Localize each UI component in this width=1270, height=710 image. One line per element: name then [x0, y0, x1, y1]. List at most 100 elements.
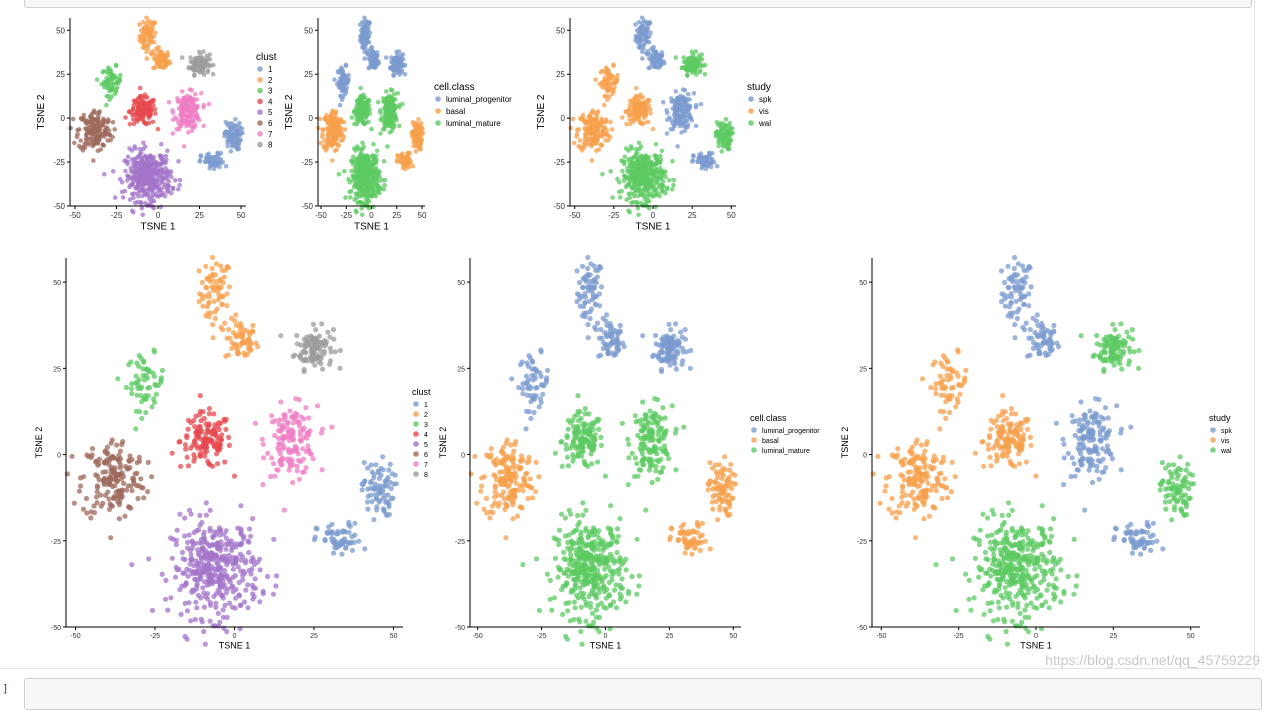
scatter-point	[219, 302, 224, 307]
scatter-point	[152, 349, 157, 354]
legend-label: luminal_progenitor	[446, 95, 512, 104]
scatter-point	[658, 166, 663, 171]
scatter-point	[152, 199, 157, 204]
scatter-point	[379, 473, 384, 478]
scatter-point	[568, 126, 573, 131]
scatter-point	[646, 169, 651, 174]
scatter-point	[142, 377, 147, 382]
scatter-point	[92, 510, 97, 515]
scatter-point	[216, 611, 221, 616]
scatter-point	[324, 113, 329, 118]
scatter-point	[656, 170, 661, 175]
scatter-point	[146, 19, 151, 24]
scatter-point	[219, 432, 224, 437]
scatter-point	[84, 135, 89, 140]
scatter-point	[394, 57, 399, 62]
x-tick-label: 0	[369, 211, 374, 220]
scatter-point	[694, 105, 699, 110]
scatter-point	[137, 22, 142, 27]
scatter-point	[703, 72, 708, 77]
legend-label: 5	[268, 108, 273, 117]
scatter-point	[111, 477, 116, 482]
scatter-point	[648, 65, 653, 70]
scatter-point	[366, 35, 371, 40]
scatter-point	[362, 56, 367, 61]
scatter-point	[687, 68, 692, 73]
scatter-point	[110, 467, 115, 472]
scatter-point	[160, 368, 165, 373]
scatter-point	[141, 141, 146, 146]
y-tick-label: 25	[556, 70, 565, 79]
legend-key	[435, 96, 441, 102]
scatter-point	[144, 166, 149, 171]
scatter-point	[216, 153, 221, 158]
scatter-point	[106, 117, 111, 122]
scatter-point	[639, 166, 644, 171]
scatter-point	[335, 529, 340, 534]
scatter-point	[371, 154, 376, 159]
scatter-point	[180, 55, 185, 60]
scatter-point	[365, 39, 370, 44]
scatter-point	[134, 483, 139, 488]
scatter-point	[333, 140, 338, 145]
scatter-point	[185, 107, 190, 112]
scatter-point	[642, 19, 647, 24]
scatter-point	[87, 129, 92, 134]
y-tick-label: 50	[56, 26, 65, 35]
scatter-point	[371, 142, 376, 147]
scatter-point	[604, 65, 609, 70]
scatter-point	[354, 182, 359, 187]
scatter-point	[675, 144, 680, 149]
scatter-point	[96, 121, 101, 126]
scatter-point	[201, 124, 206, 129]
scatter-point	[293, 444, 298, 449]
scatter-point	[191, 459, 196, 464]
scatter-point	[630, 160, 635, 165]
scatter-point	[699, 102, 704, 107]
scatter-point	[142, 121, 147, 126]
scatter-point	[661, 100, 666, 105]
scatter-point	[210, 322, 215, 327]
scatter-point	[373, 53, 378, 58]
scatter-point	[337, 543, 342, 548]
scatter-point	[365, 106, 370, 111]
scatter-point	[123, 189, 128, 194]
scatter-point	[164, 177, 169, 182]
scatter-point	[632, 194, 637, 199]
scatter-point	[141, 360, 146, 365]
scatter-point	[681, 55, 686, 60]
scatter-point	[367, 164, 372, 169]
scatter-point	[703, 63, 708, 68]
scatter-point	[332, 545, 337, 550]
scatter-point	[359, 174, 364, 179]
scatter-point	[349, 534, 354, 539]
scatter-point	[341, 528, 346, 533]
scatter-point	[206, 64, 211, 69]
scatter-point	[631, 119, 636, 124]
scatter-point	[610, 127, 615, 132]
scatter-point	[628, 191, 633, 196]
scatter-point	[140, 485, 145, 490]
x-tick-label: 0	[651, 211, 656, 220]
x-tick-label: -25	[111, 211, 123, 220]
scatter-point	[359, 151, 364, 156]
scatter-point	[382, 187, 387, 192]
y-tick-label: 0	[309, 114, 314, 123]
scatter-point	[68, 126, 73, 131]
scatter-point	[149, 474, 154, 479]
scatter-point	[327, 362, 332, 367]
scatter-point	[135, 119, 140, 124]
scatter-point	[651, 189, 656, 194]
scatter-point	[231, 136, 236, 141]
scatter-point	[287, 468, 292, 473]
scatter-point	[236, 351, 241, 356]
scatter-point	[631, 185, 636, 190]
scatter-point	[600, 80, 605, 85]
scatter-point	[619, 189, 624, 194]
scatter-point	[682, 119, 687, 124]
scatter-point	[127, 453, 132, 458]
scatter-point	[581, 113, 586, 118]
scatter-point	[338, 103, 343, 108]
scatter-point	[211, 72, 216, 77]
scatter-point	[203, 642, 208, 647]
